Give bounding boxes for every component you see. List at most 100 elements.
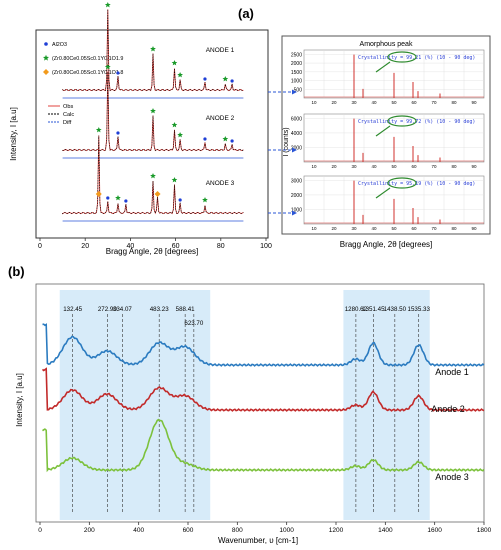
amorphous-x-tick-label: 10 [311,100,317,105]
xrd-star-marker [177,132,183,138]
legend-diamond-marker [43,69,49,75]
raman-series-name: Anode 2 [431,404,465,414]
raman-x-tick-label: 1800 [477,527,492,534]
legend-label: (Zr0.80Ce0.05Sc0.1Y0.1O1.9 [52,56,123,62]
amorphous-x-tick-label: 80 [451,164,457,169]
xrd-star-marker [171,122,178,128]
raman-peak-label: 1535.33 [408,306,431,313]
xrd-x-tick-label: 100 [260,243,272,250]
amorphous-y-tick-label: 1000 [291,207,302,213]
xrd-star-marker [104,64,111,70]
raman-peak-label: 588.41 [176,306,195,313]
legend-dot-marker [44,42,48,46]
amorphous-x-tick-label: 90 [471,226,477,231]
amorphous-x-tick-label: 50 [391,100,397,105]
amorphous-x-tick-label: 40 [371,164,377,169]
xrd-x-tick-label: 40 [127,243,135,250]
amorphous-x-tick-label: 30 [351,226,357,231]
xrd-star-marker [95,127,102,133]
amorphous-x-tick-label: 70 [431,164,437,169]
line-legend-label: Diff [63,120,72,126]
xrd-star-marker [177,72,183,78]
amorphous-y-tick-label: 2000 [291,61,302,67]
xrd-star-marker [115,195,121,201]
xrd-dot-marker [178,198,182,202]
xrd-x-tick-label: 20 [81,243,89,250]
amorphous-x-tick-label: 80 [451,100,457,105]
amorphous-x-tick-label: 40 [371,100,377,105]
raman-curve [42,418,485,473]
xrd-series-names: ANODE 1 ANODE 2 ANODE 3 [206,47,235,187]
raman-series-name: Anode 1 [435,367,469,377]
crystallinity-highlight-ellipse [387,115,417,127]
amorphous-x-tick-label: 40 [371,226,377,231]
line-legend-label: Calc [63,112,74,118]
amorphous-y-label: I (counts) [283,127,290,156]
raman-x-tick-label: 200 [84,527,95,534]
amorphous-subplots: 500 1000 1500 2000 2500 10 20 30 40 50 60 70 80 90 Cry… [291,49,485,231]
connector-arrowhead [292,210,297,216]
xrd-line-legend: Obs Calc Diff [48,104,74,126]
xrd-diamond-marker [95,191,102,197]
line-legend-label: Obs [63,104,73,110]
xrd-y-axis-label: Intensity, I [a.u] [9,107,18,161]
raman-x-tick-label: 0 [38,527,42,534]
amorphous-x-tick-label: 60 [411,226,417,231]
crystallinity-highlight-ellipse [387,51,417,63]
xrd-series-name: ANODE 3 [206,180,235,187]
amorphous-crystallinity-label: Crystallinity = 99.72 (%) (10 - 90 deg) [358,119,475,125]
amorphous-x-tick-label: 70 [431,226,437,231]
raman-x-tick-label: 400 [133,527,144,534]
legend-label: (Zr0.80Ce0.05Sc0.1Y0.1O1.8 [52,70,123,76]
xrd-star-marker [171,60,178,66]
amorphous-x-tick-label: 70 [431,100,437,105]
xrd-curves [62,2,244,222]
amorphous-x-tick-label: 50 [391,164,397,169]
xrd-calc-curve [62,71,244,152]
xrd-star-marker [202,197,208,203]
panel-label-a: (a) [238,6,254,21]
xrd-x-tick-label: 0 [38,243,42,250]
raman-curves [41,323,485,473]
amorphous-y-tick-label: 4000 [291,131,302,137]
crystallinity-highlight-arrow [375,187,391,199]
xrd-star-marker [150,108,156,114]
amorphous-x-tick-label: 60 [411,100,417,105]
xrd-diamond-marker [154,191,161,197]
amorphous-title: Amorphous peak [360,41,413,48]
amorphous-y-tick-label: 500 [294,87,303,93]
xrd-star-marker [150,173,156,179]
amorphous-x-label: Bragg Angle, 2θ [degrees] [340,240,433,249]
xrd-star-marker [150,46,156,52]
amorphous-x-tick-label: 30 [351,164,357,169]
raman-peak-label: 483.23 [150,306,169,313]
xrd-plot: Intensity, I [a.u] Bragg Angle, 2θ [degr… [9,2,272,256]
amorphous-y-tick-label: 2000 [291,193,302,199]
raman-peak-label: 1280.62 [345,306,368,313]
xrd-dot-marker [106,196,110,200]
raman-x-ticks: 0 200 400 600 800 1000 1200 1400 1600 1800 [38,522,492,534]
raman-peak-label: 623.70 [184,320,203,327]
amorphous-x-tick-label: 20 [331,100,337,105]
raman-x-tick-label: 1600 [427,527,442,534]
xrd-dot-marker [116,131,120,135]
raman-x-tick-label: 800 [232,527,243,534]
raman-peak-label: 272.90 [98,306,117,313]
panel-label-b: (b) [8,264,25,279]
amorphous-y-tick-label: 1000 [291,79,302,85]
amorphous-crystallinity-label: Crystallinity = 99.21 (%) (10 - 90 deg) [358,55,475,61]
xrd-star-marker [171,177,178,183]
raman-peak-label: 132.45 [63,306,82,313]
xrd-dot-marker [203,77,207,81]
amorphous-y-tick-label: 3000 [291,178,302,184]
xrd-dot-marker [230,79,234,83]
amorphous-x-tick-label: 10 [311,226,317,231]
legend-star-marker [43,54,49,61]
xrd-calc-curve [62,135,244,215]
amorphous-y-tick-label: 2500 [291,52,302,58]
raman-peak-label: 1351.45 [362,306,385,313]
amorphous-y-tick-label: 1500 [291,70,302,76]
